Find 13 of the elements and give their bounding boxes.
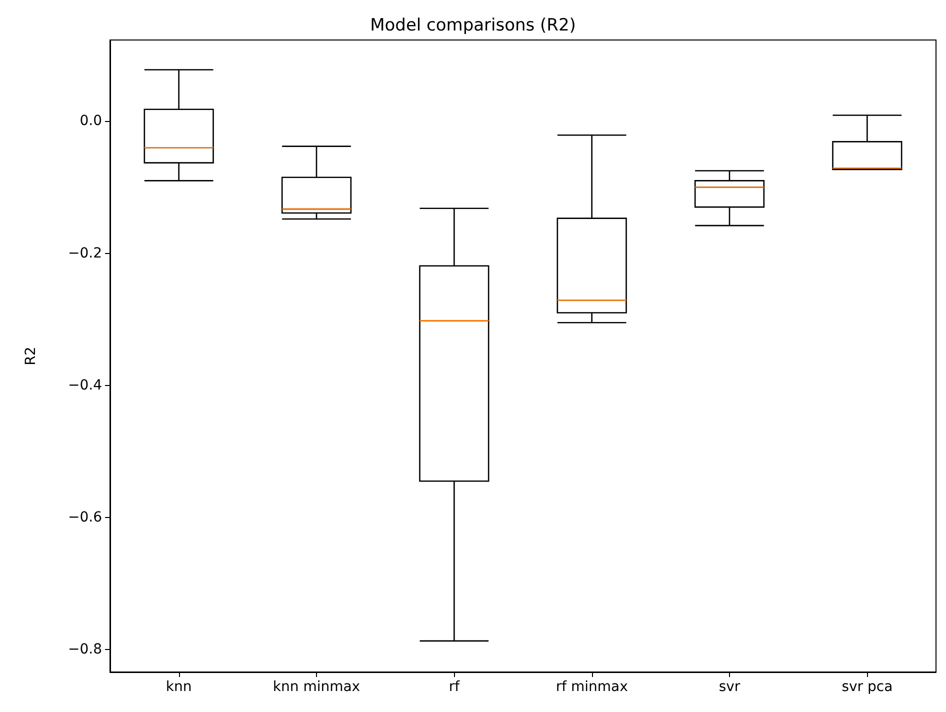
x-tick-label: svr pca [842,679,893,695]
y-tick-label: −0.8 [68,642,102,658]
x-tick-label: knn [166,679,192,695]
y-tick-label: −0.2 [68,245,102,262]
y-axis-title: R2 [23,346,39,366]
x-tick-label: rf [448,679,461,695]
chart-title: Model comparisons (R2) [370,16,576,36]
y-tick-label: −0.4 [68,377,102,394]
x-tick-label: knn minmax [272,679,360,695]
x-tick-label: rf minmax [556,679,628,695]
y-tick-label: 0.0 [80,113,102,130]
x-tick-label: svr [718,679,740,695]
y-tick-label: −0.6 [68,509,102,526]
